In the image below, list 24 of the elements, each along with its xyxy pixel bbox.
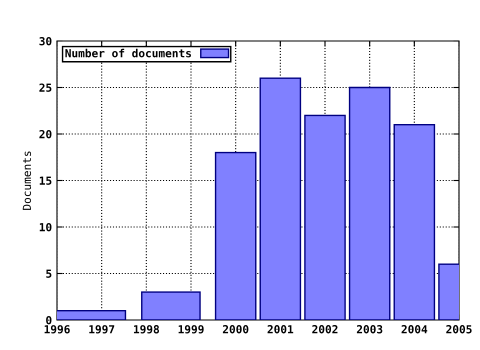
x-tick-label: 1999 [178,325,204,334]
bar [260,78,302,320]
x-tick-label: 1998 [134,325,160,334]
y-tick-label: 5 [46,270,52,278]
x-tick-label: 1996 [44,325,70,334]
x-tick-label: 2000 [222,325,248,334]
y-tick-label: 30 [39,36,52,46]
bar [304,114,346,320]
y-tick-label: 10 [40,222,52,232]
bar [214,152,256,320]
y-tick-label: 20 [39,130,52,138]
bar [348,86,390,320]
x-tick-label: 2003 [356,325,382,334]
legend-label: Number of documents [65,48,191,58]
x-tick-label: 1997 [89,325,114,334]
x-tick-label: 2002 [312,325,338,334]
x-tick-label: 2001 [268,325,294,334]
y-axis-title: Documents [22,151,32,210]
x-tick-label: 2005 [446,325,472,334]
y-tick-label: 0 [46,316,52,324]
y-tick-label: 25 [39,83,52,92]
bar [394,124,436,320]
x-tick-label: 2004 [402,325,428,334]
y-tick-label: 15 [40,176,52,185]
